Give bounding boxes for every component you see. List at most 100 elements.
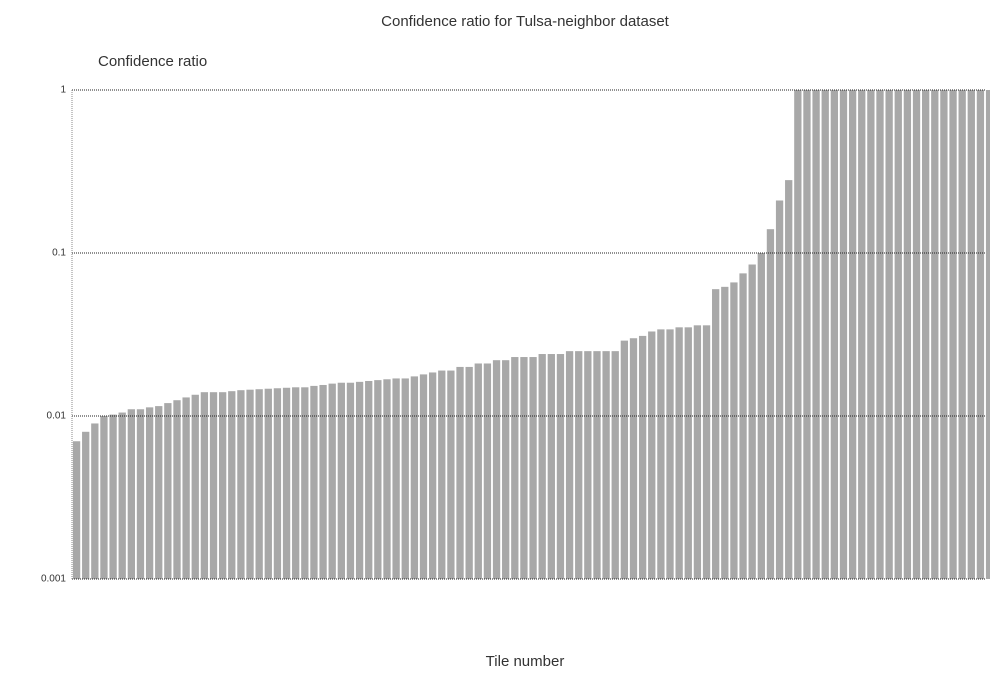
bar xyxy=(976,90,985,579)
bar xyxy=(209,392,218,579)
bar xyxy=(575,351,583,579)
bar xyxy=(383,379,391,579)
bar xyxy=(410,376,419,579)
bar xyxy=(958,90,966,579)
bar xyxy=(355,381,364,579)
bar xyxy=(766,229,775,579)
bar xyxy=(282,387,291,579)
y-tick-label: 0.001 xyxy=(41,574,66,585)
bar xyxy=(885,90,893,579)
bar xyxy=(191,394,199,579)
bar xyxy=(684,327,692,579)
bar xyxy=(428,372,437,579)
bar xyxy=(511,357,519,579)
bar xyxy=(465,366,473,579)
bar xyxy=(255,389,263,579)
bar xyxy=(922,90,930,579)
bar xyxy=(502,360,510,579)
bar xyxy=(894,90,902,579)
bar xyxy=(246,389,254,579)
bar xyxy=(218,392,227,579)
bar xyxy=(556,354,565,579)
bar xyxy=(401,378,409,579)
bar xyxy=(438,370,446,579)
bar xyxy=(693,325,702,579)
bar xyxy=(392,378,400,579)
x-axis-title: Tile number xyxy=(486,653,565,670)
bar xyxy=(155,406,163,579)
bar xyxy=(264,388,272,579)
bar xyxy=(109,414,117,579)
bar xyxy=(127,409,135,579)
bar xyxy=(273,388,282,579)
bar xyxy=(365,380,373,579)
bar xyxy=(931,90,939,579)
bar xyxy=(593,351,601,579)
y-tick-label: 1 xyxy=(60,85,66,96)
bar xyxy=(72,441,81,579)
bar xyxy=(374,380,382,579)
bar xyxy=(757,253,765,579)
bar xyxy=(456,366,464,579)
bar xyxy=(638,335,647,579)
bar xyxy=(584,351,592,579)
bar xyxy=(310,385,318,579)
bar xyxy=(876,90,884,579)
bar xyxy=(483,363,492,579)
bar xyxy=(748,264,756,579)
bar xyxy=(867,90,875,579)
bar xyxy=(712,289,720,579)
bar xyxy=(940,90,948,579)
bar xyxy=(730,282,738,579)
bar xyxy=(82,431,90,579)
bar xyxy=(100,416,108,579)
bar xyxy=(529,357,537,579)
bar xyxy=(474,363,482,579)
bar xyxy=(492,360,501,579)
bar xyxy=(346,382,355,579)
bar xyxy=(803,90,811,579)
bar xyxy=(328,383,336,579)
bar xyxy=(858,90,866,579)
bar xyxy=(237,390,245,579)
y-tick-label: 0.01 xyxy=(47,411,67,422)
bar xyxy=(985,90,990,579)
bar xyxy=(848,90,857,579)
bar xyxy=(547,354,555,579)
bar xyxy=(319,384,327,579)
bar xyxy=(702,325,711,579)
bar xyxy=(839,90,848,579)
bar xyxy=(967,90,975,579)
bar xyxy=(629,338,638,579)
bar xyxy=(520,357,528,579)
bar xyxy=(419,374,428,579)
bar xyxy=(182,397,190,579)
bar xyxy=(721,286,729,579)
bar xyxy=(118,412,126,579)
bar xyxy=(903,90,912,579)
bar xyxy=(145,407,154,579)
bar xyxy=(648,331,656,579)
bar xyxy=(794,90,802,579)
y-axis-title: Confidence ratio xyxy=(98,53,207,70)
bar xyxy=(812,90,820,579)
bar xyxy=(301,387,309,579)
bar xyxy=(292,387,300,579)
bar xyxy=(620,340,629,579)
bar xyxy=(775,200,784,579)
bar xyxy=(739,273,747,579)
bar xyxy=(447,370,455,579)
y-tick-label: 0.1 xyxy=(52,248,66,259)
bar xyxy=(821,90,829,579)
bar xyxy=(657,329,665,579)
bar xyxy=(164,403,172,579)
bar xyxy=(830,90,839,579)
bar xyxy=(912,90,921,579)
bar xyxy=(200,392,209,579)
bar xyxy=(173,400,181,579)
bar xyxy=(949,90,957,579)
bar xyxy=(785,180,793,580)
bar xyxy=(675,327,683,579)
